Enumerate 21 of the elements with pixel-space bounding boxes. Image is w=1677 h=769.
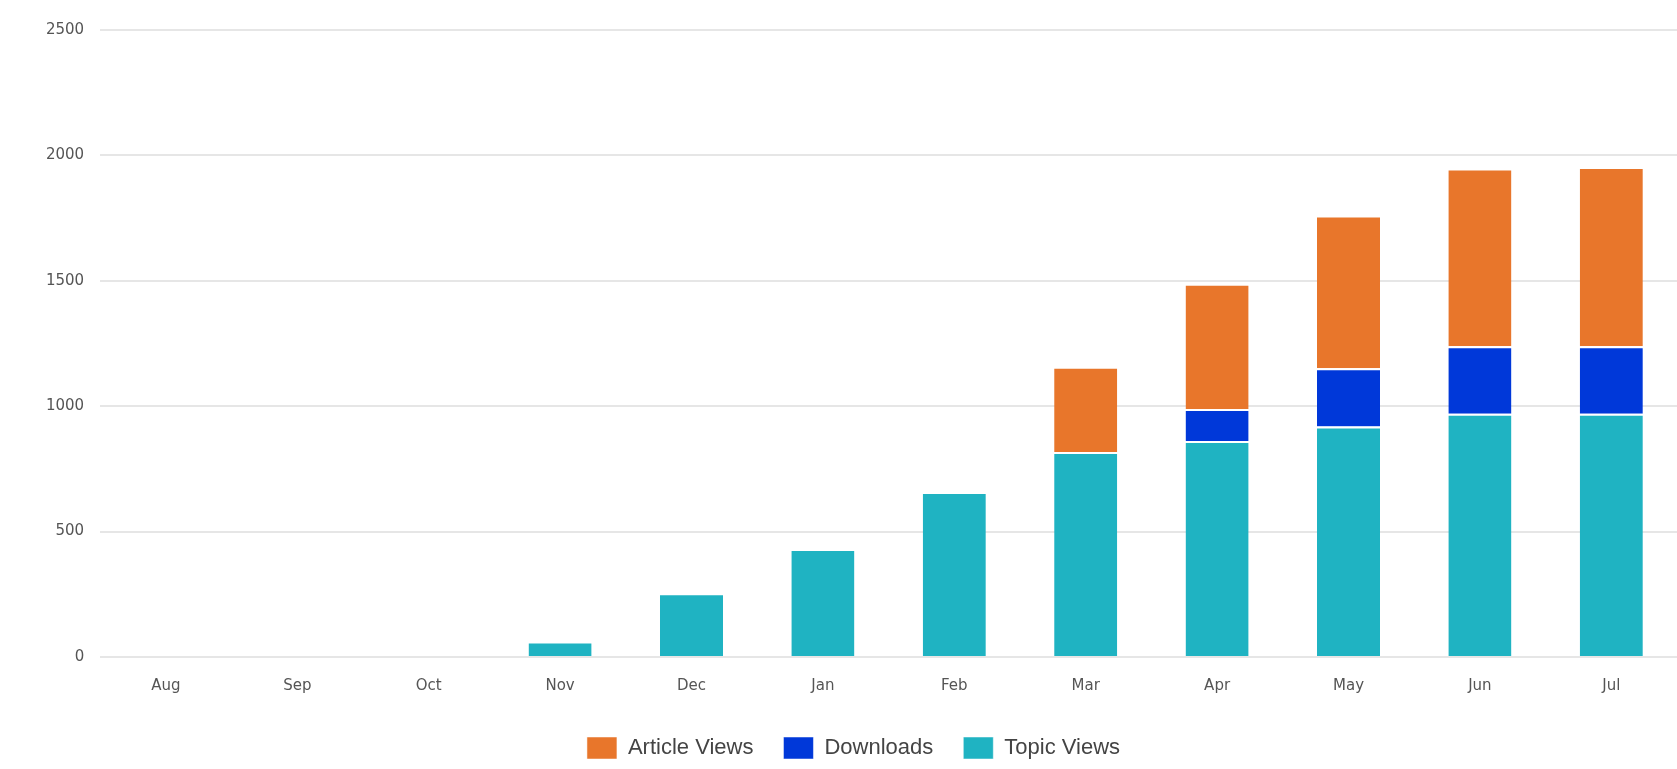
x-tick-label: Oct bbox=[415, 675, 442, 694]
x-tick-label: Jun bbox=[1467, 675, 1492, 694]
x-tick-label: Aug bbox=[151, 675, 181, 694]
x-tick-label: May bbox=[1332, 675, 1365, 694]
x-tick-label: Sep bbox=[283, 675, 312, 694]
y-tick-label: 1500 bbox=[45, 270, 85, 289]
x-tick-label: Jan bbox=[810, 675, 835, 694]
legend-label: Downloads bbox=[824, 734, 934, 760]
x-tick-label: Feb bbox=[941, 675, 968, 694]
legend-label: Article Views bbox=[627, 734, 754, 760]
x-tick-label: Nov bbox=[545, 675, 575, 694]
x-tick-label: Dec bbox=[676, 675, 706, 694]
y-tick-label: 2500 bbox=[45, 19, 85, 38]
y-tick-label: 0 bbox=[74, 646, 85, 665]
y-tick-label: 500 bbox=[55, 521, 85, 540]
x-tick-label: Apr bbox=[1204, 675, 1231, 694]
legend-label: Topic Views bbox=[1004, 734, 1121, 760]
y-tick-label: 1000 bbox=[45, 396, 85, 415]
x-tick-label: Jul bbox=[1601, 675, 1621, 694]
x-tick-label: Mar bbox=[1071, 675, 1101, 694]
y-tick-label: 2000 bbox=[45, 145, 85, 164]
